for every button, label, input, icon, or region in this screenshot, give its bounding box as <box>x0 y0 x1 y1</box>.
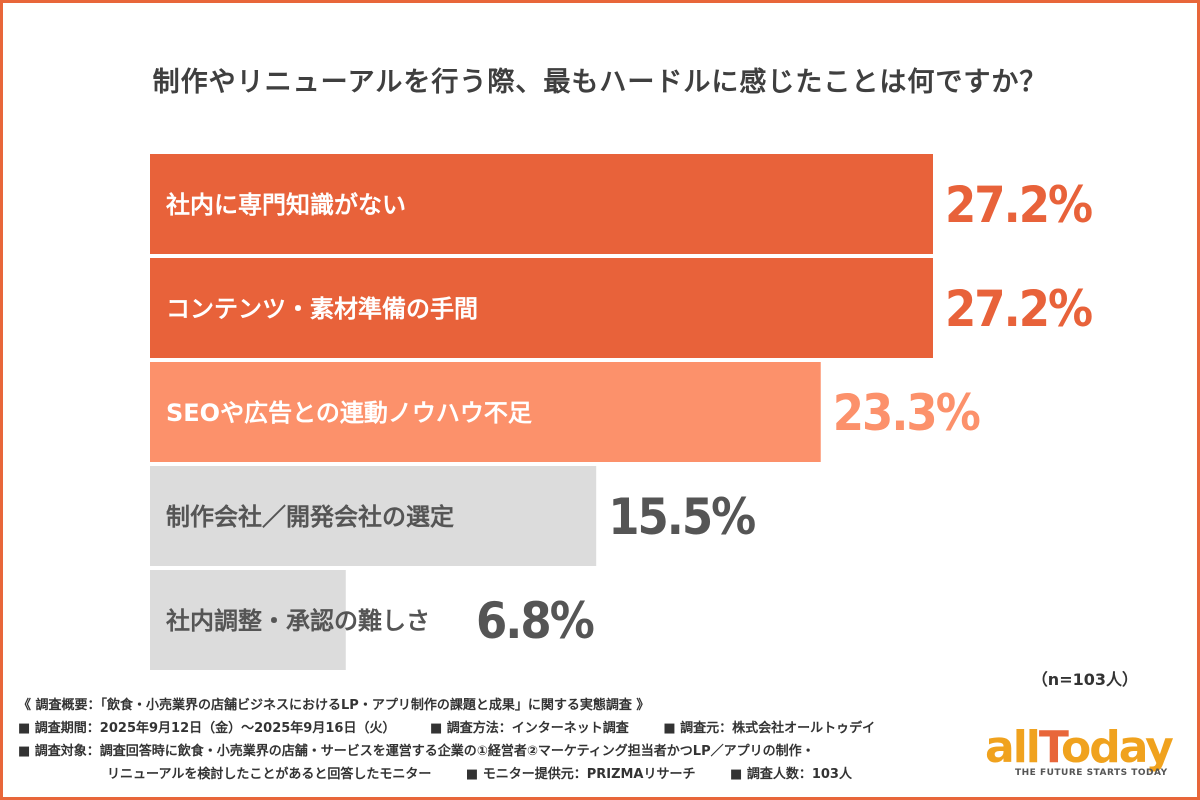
survey-count: ■ 調査人数：103人 <box>730 767 852 782</box>
category-label-5: 社内調整・承認の難しさ <box>166 607 430 635</box>
bar-1 <box>150 154 933 254</box>
sample-size-label: （n=103人） <box>1031 670 1138 689</box>
survey-provider: ■ モニター提供元：PRIZMAリサーチ <box>465 767 696 782</box>
survey-notes: 《 調査概要：「飲食・小売業界の店舗ビジネスにおけるLP・アプリ制作の課題と成果… <box>18 694 958 786</box>
bar-4 <box>150 466 597 566</box>
survey-target-cont: リニューアルを検討したことがあると回答したモニター <box>107 767 432 782</box>
survey-title: 《 調査概要：「飲食・小売業界の店舗ビジネスにおけるLP・アプリ制作の課題と成果… <box>18 698 650 713</box>
survey-org: ■ 調査元：株式会社オールトゥデイ <box>663 721 876 736</box>
chart-title: 制作やリニューアルを行う際、最もハードルに感じたことは何ですか？ <box>152 67 1048 98</box>
alltoday-logo: allToday THE FUTURE STARTS TODAY <box>985 726 1185 786</box>
value-label-5: 6.8% <box>476 592 594 650</box>
value-label-1: 27.2% <box>945 176 1092 234</box>
survey-period: ■ 調査期間：2025年9月12日（金）〜2025年9月16日（火） <box>18 721 396 736</box>
bar-3 <box>150 362 821 462</box>
value-label-3: 23.3% <box>833 384 980 442</box>
bar-2 <box>150 258 933 358</box>
survey-method: ■ 調査方法：インターネット調査 <box>429 721 629 736</box>
category-label-3: SEOや広告との連動ノウハウ不足 <box>166 399 532 427</box>
category-label-4: 制作会社／開発会社の選定 <box>166 503 454 531</box>
category-label-1: 社内に専門知識がない <box>166 191 406 219</box>
survey-target: ■ 調査対象：調査回答時に飲食・小売業界の店舗・サービスを運営する企業の①経営者… <box>18 744 815 759</box>
value-label-4: 15.5% <box>608 488 755 546</box>
logo-tagline: THE FUTURE STARTS TODAY <box>1015 768 1168 778</box>
bar-5 <box>150 570 346 670</box>
category-label-2: コンテンツ・素材準備の手間 <box>166 295 478 323</box>
value-label-2: 27.2% <box>945 280 1092 338</box>
